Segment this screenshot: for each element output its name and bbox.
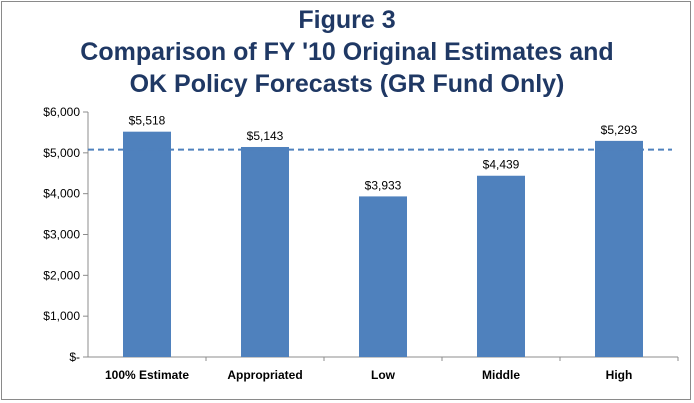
y-tick-label: $6,000 bbox=[43, 105, 80, 119]
y-tick-label: $5,000 bbox=[43, 146, 80, 160]
x-tick-label: Low bbox=[371, 368, 396, 382]
chart-title-line-2: Comparison of FY '10 Original Estimates … bbox=[80, 38, 614, 66]
y-tick-label: $4,000 bbox=[43, 187, 80, 201]
chart-title-line-3: OK Policy Forecasts (GR Fund Only) bbox=[129, 70, 565, 98]
bar bbox=[595, 140, 643, 357]
x-tick-label: 100% Estimate bbox=[105, 368, 189, 382]
y-tick-label: $3,000 bbox=[43, 228, 80, 242]
y-tick-label: $- bbox=[69, 350, 80, 364]
bar-value-label: $5,518 bbox=[129, 114, 166, 128]
x-tick-label: Middle bbox=[482, 368, 520, 382]
bar bbox=[477, 175, 525, 357]
x-tick-label: High bbox=[606, 368, 633, 382]
bar-value-label: $4,439 bbox=[483, 158, 520, 172]
chart-title-line-1: Figure 3 bbox=[298, 6, 396, 34]
y-tick-label: $1,000 bbox=[43, 309, 80, 323]
bar bbox=[123, 131, 171, 357]
bar-value-label: $5,143 bbox=[247, 129, 284, 143]
bar-value-label: $3,933 bbox=[365, 178, 402, 192]
bar bbox=[241, 146, 289, 357]
bar-value-label: $5,293 bbox=[601, 123, 638, 137]
y-tick-label: $2,000 bbox=[43, 268, 80, 282]
x-tick-label: Appropriated bbox=[227, 368, 302, 382]
bar bbox=[359, 196, 407, 357]
